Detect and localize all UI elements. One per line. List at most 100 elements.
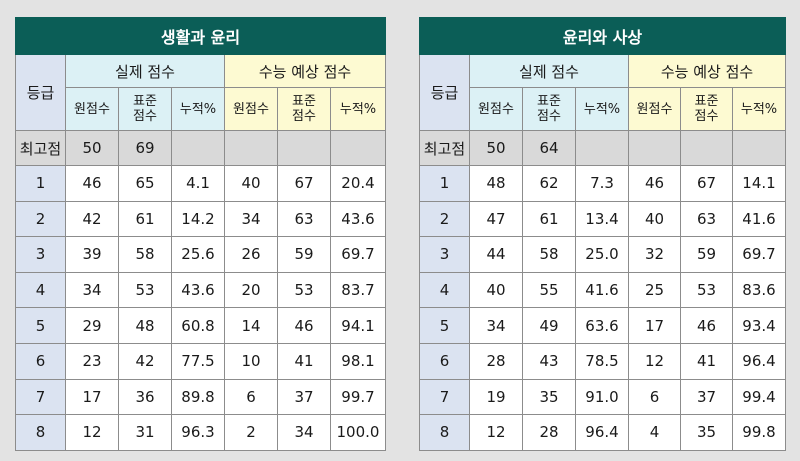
grade-number: 1 bbox=[15, 165, 66, 202]
predicted-raw-score: 40 bbox=[224, 165, 278, 202]
actual-raw-score: 34 bbox=[469, 307, 523, 344]
actual-raw-score: 39 bbox=[65, 236, 119, 273]
predicted-cumulative-percent: 41.6 bbox=[732, 200, 786, 238]
max-score-label: 최고점 bbox=[15, 130, 66, 166]
cumulative-percent-header: 누적% bbox=[171, 87, 225, 131]
grade-number: 4 bbox=[419, 271, 470, 309]
table-row: 4 40 55 41.6 25 53 83.6 bbox=[419, 271, 786, 309]
predicted-standard-score: 63 bbox=[680, 200, 733, 238]
predicted-raw-score: 4 bbox=[628, 414, 681, 451]
actual-cumulative-percent: 25.0 bbox=[575, 236, 629, 273]
table-row: 5 29 48 60.8 14 46 94.1 bbox=[15, 307, 386, 344]
predicted-raw-score: 6 bbox=[628, 378, 681, 416]
actual-raw-score: 44 bbox=[469, 236, 523, 273]
table-title: 생활과 윤리 bbox=[15, 17, 386, 55]
predicted-cumulative-percent: 83.7 bbox=[330, 271, 386, 309]
cumulative-percent-header: 누적% bbox=[330, 87, 386, 131]
predicted-standard-score: 46 bbox=[680, 307, 733, 344]
max-raw-score: 50 bbox=[469, 130, 523, 166]
predicted-standard-score: 37 bbox=[680, 378, 733, 416]
predicted-raw-score: 6 bbox=[224, 378, 278, 416]
predicted-cumulative-percent: 69.7 bbox=[732, 236, 786, 273]
empty-cell bbox=[171, 130, 225, 166]
actual-standard-score: 31 bbox=[118, 414, 172, 451]
actual-raw-score: 28 bbox=[469, 342, 523, 380]
standard-score-header: 표준 점수 bbox=[277, 87, 331, 131]
actual-cumulative-percent: 96.4 bbox=[575, 414, 629, 451]
empty-cell bbox=[628, 130, 681, 166]
grade-number: 1 bbox=[419, 165, 470, 202]
actual-raw-score: 47 bbox=[469, 200, 523, 238]
empty-cell bbox=[680, 130, 733, 166]
actual-standard-score: 58 bbox=[118, 236, 172, 273]
predicted-standard-score: 41 bbox=[277, 342, 331, 380]
standard-score-header: 표준 점수 bbox=[118, 87, 172, 131]
predicted-raw-score: 26 bbox=[224, 236, 278, 273]
actual-raw-score: 48 bbox=[469, 165, 523, 202]
actual-standard-score: 58 bbox=[522, 236, 576, 273]
grade-header: 등급 bbox=[419, 54, 470, 131]
table-row: 6 23 42 77.5 10 41 98.1 bbox=[15, 342, 386, 380]
predicted-cumulative-percent: 99.4 bbox=[732, 378, 786, 416]
predicted-raw-score: 34 bbox=[224, 200, 278, 238]
actual-cumulative-percent: 7.3 bbox=[575, 165, 629, 202]
table-row: 7 17 36 89.8 6 37 99.7 bbox=[15, 378, 386, 416]
predicted-raw-score: 17 bbox=[628, 307, 681, 344]
table-row: 2 42 61 14.2 34 63 43.6 bbox=[15, 200, 386, 238]
table-row: 1 46 65 4.1 40 67 20.4 bbox=[15, 165, 386, 202]
ethics-thought-table-panel: 윤리와 사상 등급 실제 점수 수능 예상 점수 원점수 표준 점수 누적% 원점수 표준 점수… bbox=[419, 17, 786, 451]
actual-standard-score: 36 bbox=[118, 378, 172, 416]
predicted-raw-score: 25 bbox=[628, 271, 681, 309]
actual-cumulative-percent: 77.5 bbox=[171, 342, 225, 380]
table-row: 8 12 28 96.4 4 35 99.8 bbox=[419, 414, 786, 451]
grade-number: 2 bbox=[15, 200, 66, 238]
predicted-cumulative-percent: 94.1 bbox=[330, 307, 386, 344]
raw-score-header: 원점수 bbox=[469, 87, 523, 131]
max-standard-score: 64 bbox=[522, 130, 576, 166]
predicted-raw-score: 46 bbox=[628, 165, 681, 202]
predicted-cumulative-percent: 99.7 bbox=[330, 378, 386, 416]
grade-number: 3 bbox=[419, 236, 470, 273]
predicted-standard-score: 67 bbox=[277, 165, 331, 202]
table-row: 3 39 58 25.6 26 59 69.7 bbox=[15, 236, 386, 273]
grade-number: 2 bbox=[419, 200, 470, 238]
actual-cumulative-percent: 63.6 bbox=[575, 307, 629, 344]
actual-score-header: 실제 점수 bbox=[65, 54, 225, 88]
ethics-life-table-panel: 생활과 윤리 등급 실제 점수 수능 예상 점수 원점수 표준 점수 누적% 원점수 표준 점수… bbox=[15, 17, 386, 451]
standard-score-header: 표준 점수 bbox=[680, 87, 733, 131]
predicted-standard-score: 59 bbox=[680, 236, 733, 273]
actual-cumulative-percent: 13.4 bbox=[575, 200, 629, 238]
actual-cumulative-percent: 91.0 bbox=[575, 378, 629, 416]
table-row: 8 12 31 96.3 2 34 100.0 bbox=[15, 414, 386, 451]
predicted-standard-score: 37 bbox=[277, 378, 331, 416]
predicted-raw-score: 2 bbox=[224, 414, 278, 451]
table-row: 3 44 58 25.0 32 59 69.7 bbox=[419, 236, 786, 273]
actual-raw-score: 17 bbox=[65, 378, 119, 416]
table-row: 2 47 61 13.4 40 63 41.6 bbox=[419, 200, 786, 238]
grade-number: 7 bbox=[419, 378, 470, 416]
grade-number: 6 bbox=[15, 342, 66, 380]
predicted-raw-score: 10 bbox=[224, 342, 278, 380]
actual-cumulative-percent: 89.8 bbox=[171, 378, 225, 416]
predicted-standard-score: 63 bbox=[277, 200, 331, 238]
actual-standard-score: 43 bbox=[522, 342, 576, 380]
table-row: 4 34 53 43.6 20 53 83.7 bbox=[15, 271, 386, 309]
actual-raw-score: 12 bbox=[65, 414, 119, 451]
predicted-standard-score: 34 bbox=[277, 414, 331, 451]
predicted-cumulative-percent: 14.1 bbox=[732, 165, 786, 202]
max-score-label: 최고점 bbox=[419, 130, 470, 166]
grade-header: 등급 bbox=[15, 54, 66, 131]
table-row: 6 28 43 78.5 12 41 96.4 bbox=[419, 342, 786, 380]
predicted-raw-score: 20 bbox=[224, 271, 278, 309]
actual-raw-score: 42 bbox=[65, 200, 119, 238]
actual-standard-score: 42 bbox=[118, 342, 172, 380]
actual-raw-score: 23 bbox=[65, 342, 119, 380]
cumulative-percent-header: 누적% bbox=[732, 87, 786, 131]
raw-score-header: 원점수 bbox=[224, 87, 278, 131]
max-standard-score: 69 bbox=[118, 130, 172, 166]
predicted-cumulative-percent: 83.6 bbox=[732, 271, 786, 309]
max-raw-score: 50 bbox=[65, 130, 119, 166]
actual-raw-score: 29 bbox=[65, 307, 119, 344]
predicted-raw-score: 14 bbox=[224, 307, 278, 344]
grade-number: 8 bbox=[419, 414, 470, 451]
